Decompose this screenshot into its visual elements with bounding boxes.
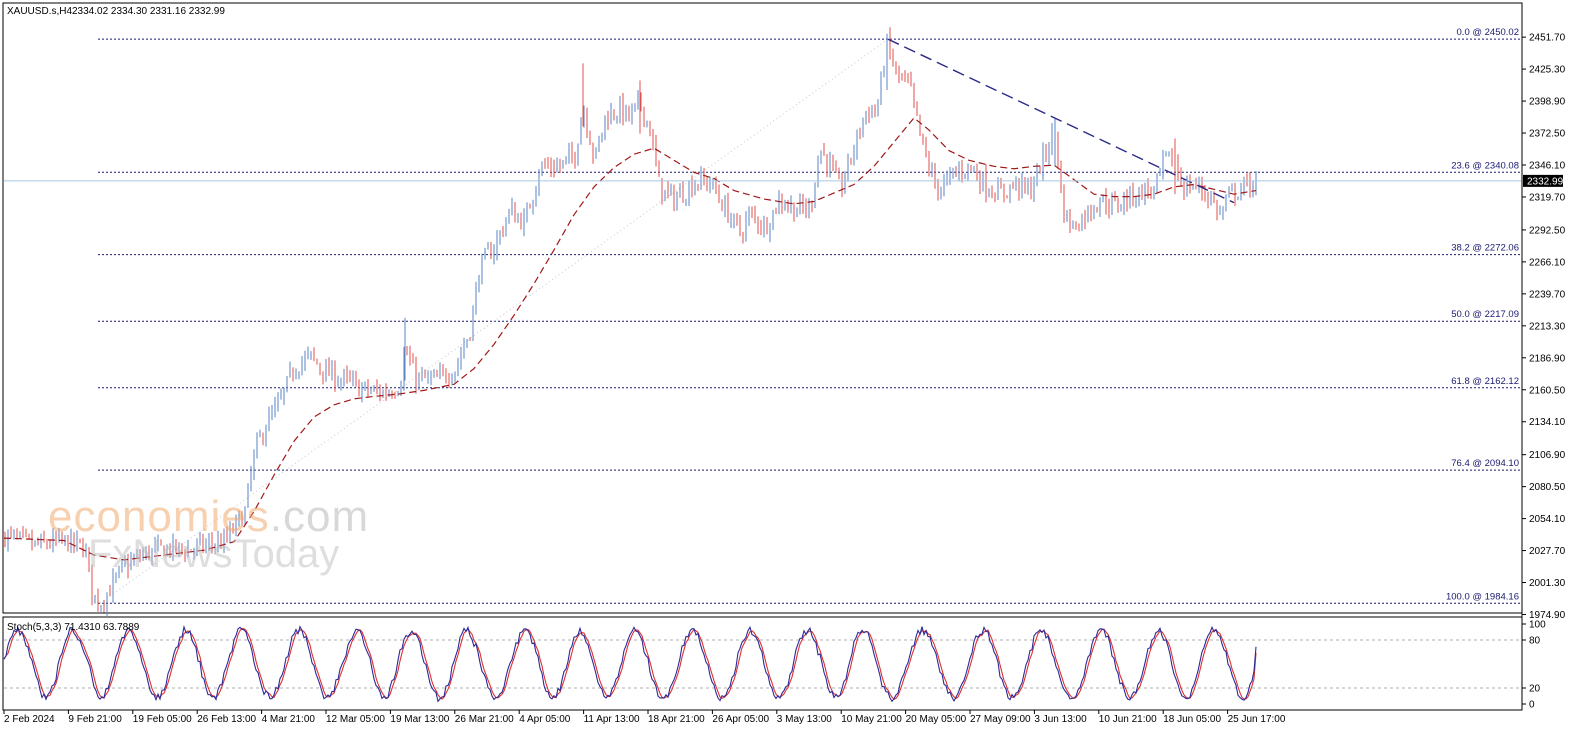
price-axis-label: 1974.90 <box>1529 610 1566 621</box>
stoch-axis-label: 0 <box>1529 700 1535 711</box>
stoch-signal-line <box>3 627 1257 701</box>
time-axis-label: 27 May 09:00 <box>970 714 1031 725</box>
time-axis-label: 19 Feb 05:00 <box>133 714 192 725</box>
price-axis-label: 2160.50 <box>1529 385 1566 396</box>
time-axis-label: 26 Mar 21:00 <box>455 714 514 725</box>
price-axis-label: 2266.10 <box>1529 257 1566 268</box>
price-axis-label: 2425.30 <box>1529 65 1566 76</box>
time-axis-label: 2 Feb 2024 <box>4 714 55 725</box>
moving-average <box>3 117 1257 561</box>
stoch-axis-label: 100 <box>1529 620 1546 631</box>
time-axis-label: 18 Jun 05:00 <box>1163 714 1221 725</box>
stoch-main-line <box>3 624 1257 703</box>
fib-level-label: 0.0 @ 2450.02 <box>1457 27 1519 38</box>
time-axis-label: 18 Apr 21:00 <box>648 714 705 725</box>
time-axis-label: 26 Apr 05:00 <box>712 714 769 725</box>
fib-level-label: 76.4 @ 2094.10 <box>1451 458 1519 469</box>
time-axis-label: 11 Apr 13:00 <box>584 714 640 725</box>
last-price-label: 2332.99 <box>1527 176 1564 187</box>
retracement-guide-line <box>99 38 889 604</box>
price-axis-label: 2134.10 <box>1529 417 1566 428</box>
time-axis-label: 4 Mar 21:00 <box>262 714 316 725</box>
stoch-axis-label: 80 <box>1529 636 1541 647</box>
last-price-tag <box>1523 174 1563 187</box>
time-axis-label: 3 May 13:00 <box>777 714 832 725</box>
ma-line <box>3 117 1257 561</box>
stoch-axis-label: 20 <box>1529 684 1541 695</box>
price-axis-label: 2239.70 <box>1529 289 1566 300</box>
price-axis-label: 2054.10 <box>1529 514 1566 525</box>
trendline-line <box>887 38 1235 204</box>
fib-level-label: 23.6 @ 2340.08 <box>1451 160 1519 171</box>
candles <box>4 27 1257 616</box>
fib-level-label: 38.2 @ 2272.06 <box>1451 243 1519 254</box>
fib-level-label: 100.0 @ 1984.16 <box>1446 591 1519 602</box>
time-axis-label: 20 May 05:00 <box>906 714 967 725</box>
time-axis-label: 12 Mar 05:00 <box>326 714 385 725</box>
time-axis-label: 25 Jun 17:00 <box>1228 714 1286 725</box>
last-price-line: 2332.99 <box>4 174 1564 187</box>
trendline <box>887 38 1235 204</box>
time-axis-label: 10 May 21:00 <box>841 714 902 725</box>
price-axis: 2451.70 2425.30 2398.90 2372.50 2346.10 2319.… <box>1522 33 1566 621</box>
time-axis-label: 10 Jun 21:00 <box>1099 714 1157 725</box>
time-axis-label: 3 Jun 13:00 <box>1034 714 1087 725</box>
stoch-title: Stoch(5,3,3) 71.4310 63.7889 <box>7 622 140 633</box>
time-axis-label: 26 Feb 13:00 <box>197 714 256 725</box>
stochastic-panel: 100 80 20 0 <box>3 620 1546 711</box>
price-axis-label: 2027.70 <box>1529 546 1566 557</box>
fib-level-label: 61.8 @ 2162.12 <box>1451 376 1519 387</box>
time-axis-label: 9 Feb 21:00 <box>68 714 122 725</box>
fibonacci-levels: 0.0 @ 2450.02 23.6 @ 2340.08 38.2 @ 2272.0… <box>98 27 1521 604</box>
time-axis-label: 4 Apr 05:00 <box>519 714 571 725</box>
chart-symbol: XAUUSD.s,H4 <box>7 6 72 17</box>
ohlc-readout: 2334.02 2334.30 2331.16 2332.99 <box>72 6 225 17</box>
price-axis-label: 2186.90 <box>1529 353 1566 364</box>
price-axis-label: 2451.70 <box>1529 33 1566 44</box>
price-axis-label: 2398.90 <box>1529 97 1566 108</box>
price-axis-label: 2292.50 <box>1529 225 1566 236</box>
price-axis-label: 2213.30 <box>1529 321 1566 332</box>
price-axis-label: 2346.10 <box>1529 161 1566 172</box>
time-axis: 2 Feb 2024 9 Feb 21:00 19 Feb 05:00 26 Feb … <box>3 710 1286 725</box>
fib-level-label: 50.0 @ 2217.09 <box>1451 309 1519 320</box>
time-axis-label: 19 Mar 13:00 <box>390 714 449 725</box>
price-axis-label: 2001.30 <box>1529 578 1566 589</box>
price-axis-label: 2372.50 <box>1529 129 1566 140</box>
price-axis-label: 2319.70 <box>1529 192 1566 203</box>
retracement-guide <box>99 38 889 604</box>
price-axis-label: 2080.50 <box>1529 482 1566 493</box>
price-axis-label: 2106.90 <box>1529 450 1566 461</box>
